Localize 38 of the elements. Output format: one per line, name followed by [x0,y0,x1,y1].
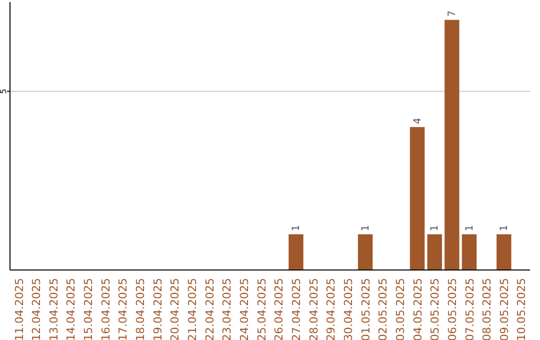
x-tick-label: 27.04.2025 [290,278,303,340]
x-tick-label: 06.05.2025 [446,278,459,340]
x-tick-label: 15.04.2025 [82,278,96,340]
x-tick-label: 11.04.2025 [12,278,26,340]
x-tick-label: 30.04.2025 [342,278,355,340]
x-tick-label: 22.04.2025 [203,278,216,340]
x-tick-label: 17.04.2025 [116,278,130,340]
x-tick-label: 19.04.2025 [151,278,164,340]
x-tick-label: 05.05.2025 [428,278,442,340]
x-tick-label: 10.05.2025 [515,278,528,340]
x-tick-label: 12.04.2025 [30,278,44,340]
x-tick-label: 02.05.2025 [376,278,390,340]
x-tick-label: 23.04.2025 [220,278,234,340]
y-tick-label: 5 [0,88,8,94]
x-tick-label: 28.04.2025 [307,278,320,340]
x-tick-label: 08.05.2025 [480,278,494,340]
x-tick-label: 26.04.2025 [272,278,286,340]
data-label: 1 [360,224,372,232]
data-label: 7 [446,10,458,17]
data-label: 4 [412,118,424,124]
x-tick-label: 24.04.2025 [238,278,252,340]
data-label: 1 [464,224,476,232]
x-tick-label: 01.05.2025 [359,278,372,340]
x-tick-label: 04.05.2025 [411,278,424,340]
x-tick-label: 18.04.2025 [134,278,148,340]
x-tick-label: 13.04.2025 [47,278,60,340]
x-tick-label: 25.04.2025 [255,278,268,340]
x-tick-label: 09.05.2025 [498,278,511,340]
x-tick-label: 07.05.2025 [463,278,476,340]
x-tick-label: 20.04.2025 [168,278,182,340]
x-tick-label: 29.04.2025 [324,278,338,340]
x-tick-label: 03.05.2025 [394,278,407,340]
data-label: 1 [430,224,441,232]
x-tick-label: 14.04.2025 [64,278,78,340]
x-tick-label: 21.04.2025 [186,278,200,340]
data-label: 1 [498,224,510,232]
x-tick-label: 16.04.2025 [99,278,112,340]
data-label: 1 [290,224,302,232]
